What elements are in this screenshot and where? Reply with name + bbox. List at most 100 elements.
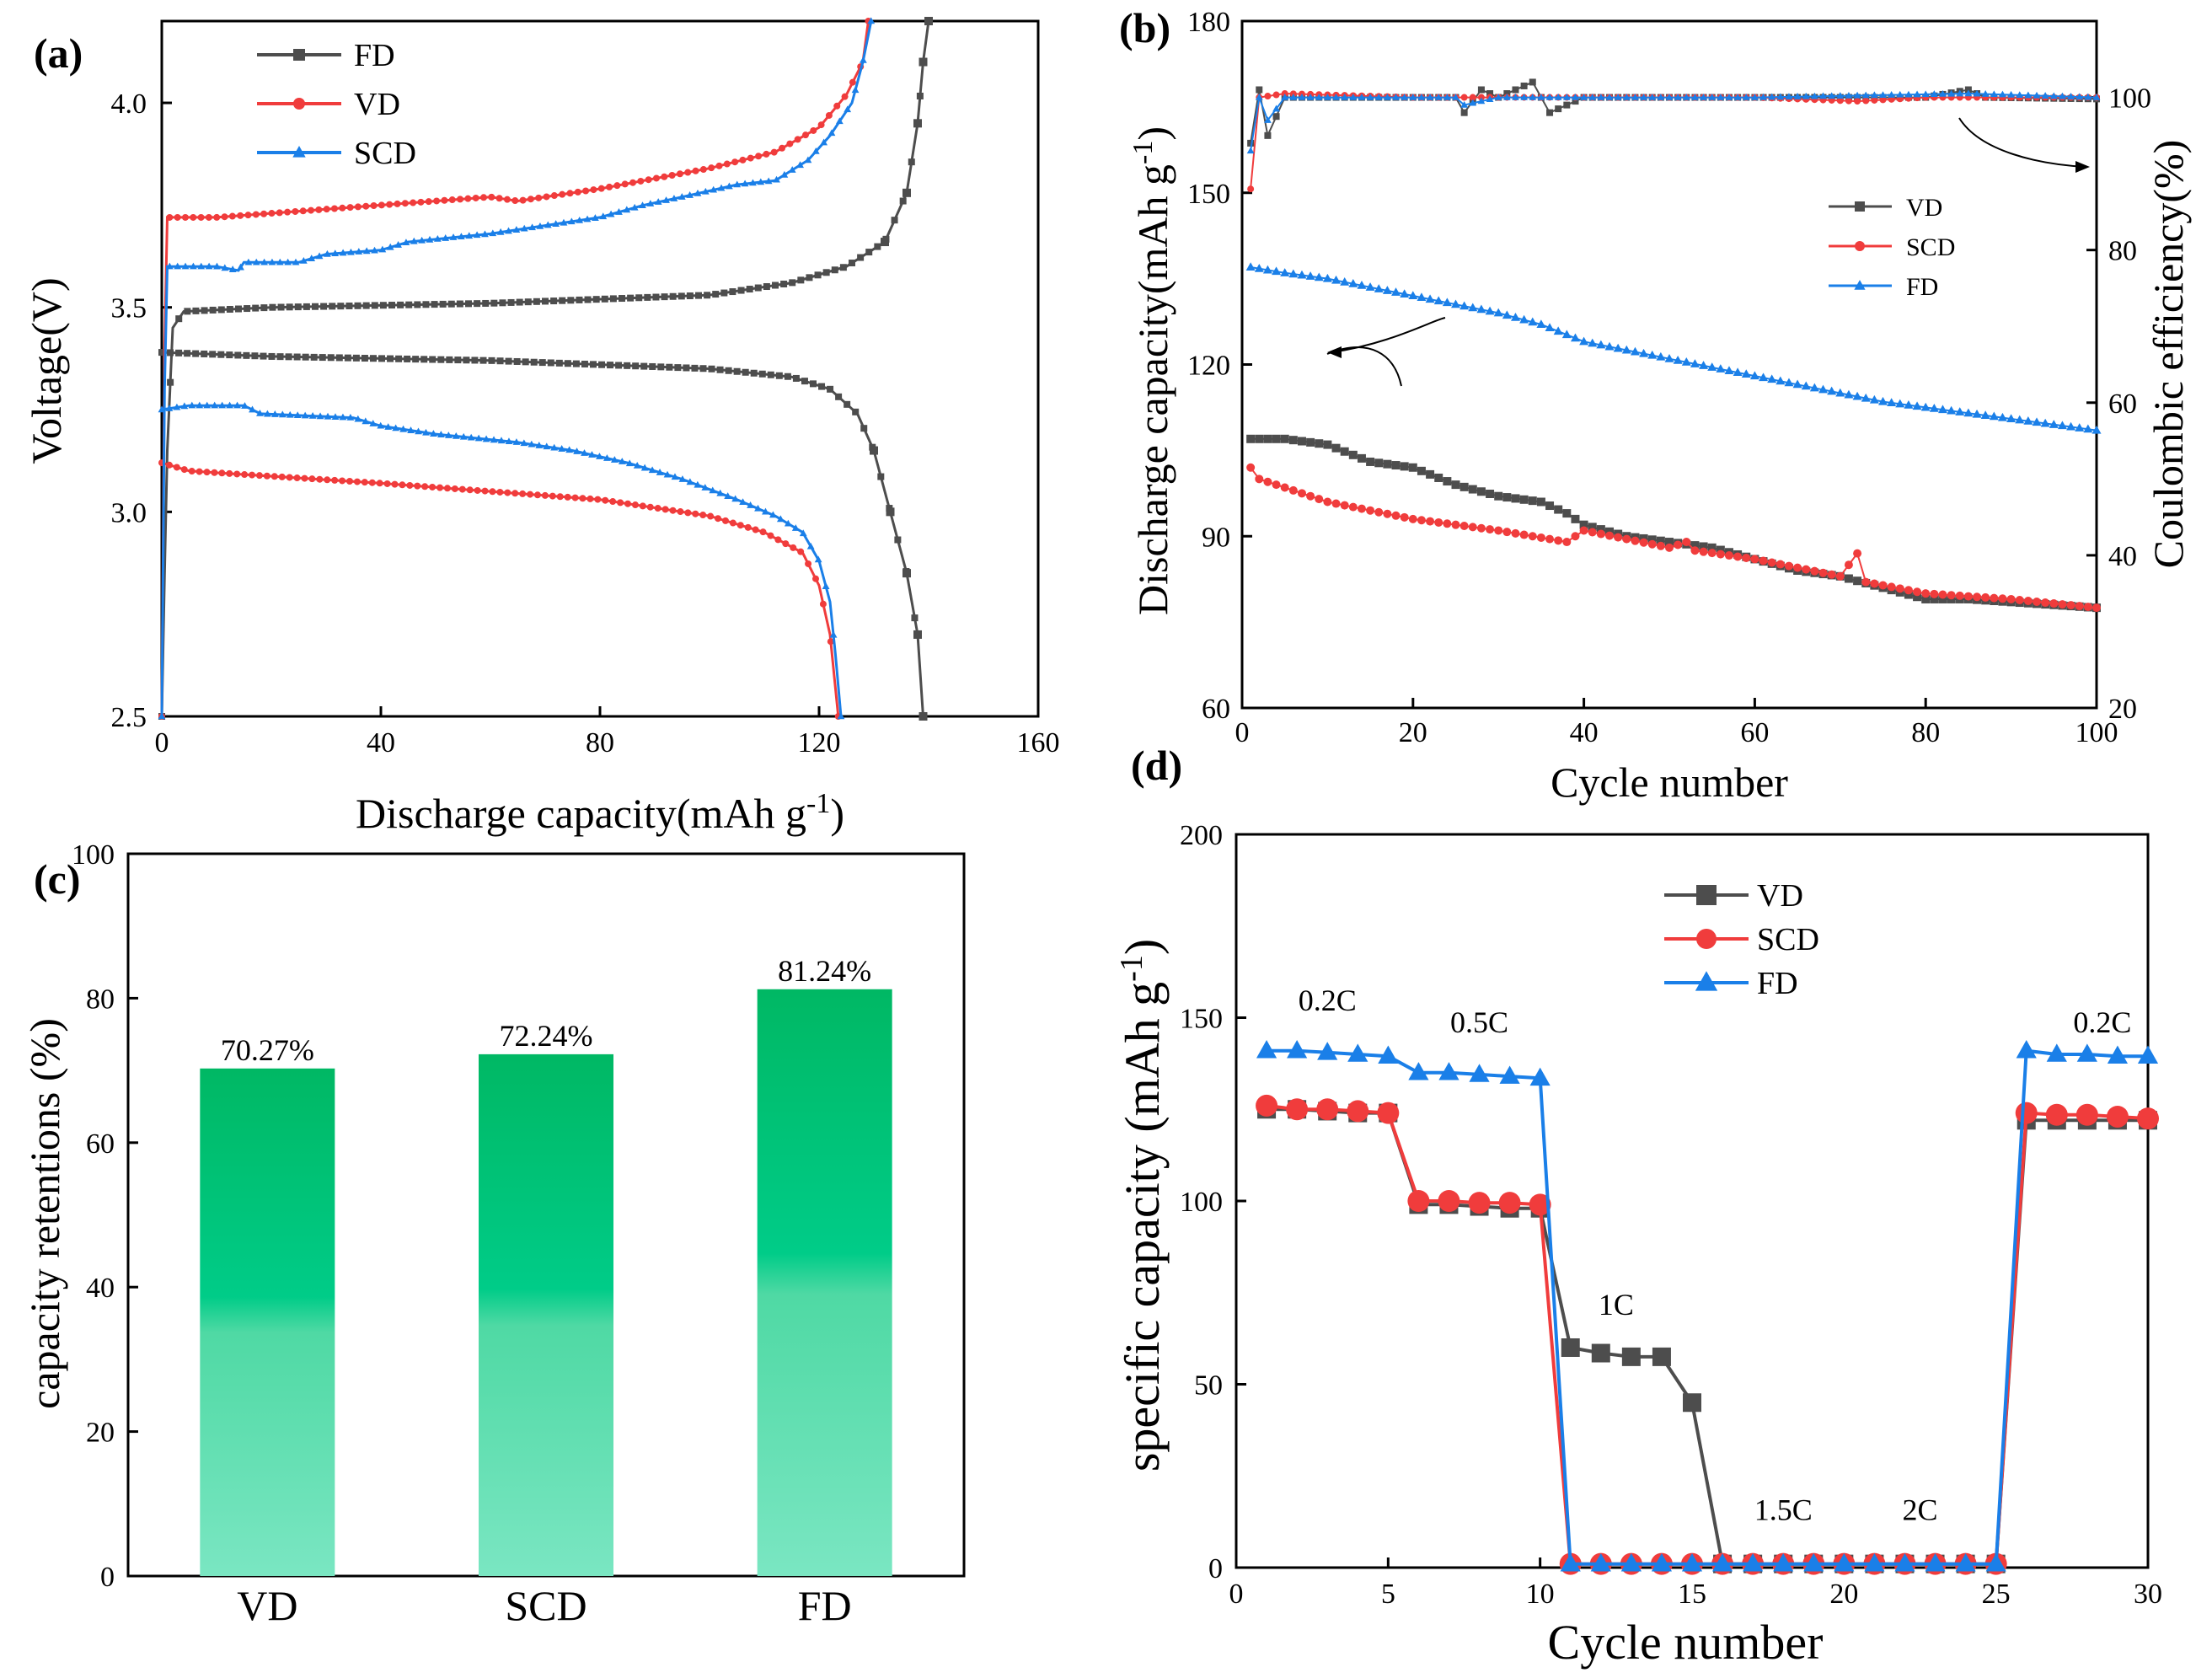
efficiency-marker-FD [1708,93,1717,100]
marker-SCD [780,170,789,178]
marker-SCD [701,187,710,195]
efficiency-marker-FD [1648,93,1657,100]
marker-FD [312,303,319,310]
capacity-marker-FD [1433,296,1443,305]
efficiency-marker-FD [2067,93,2075,99]
marker-SCD [543,442,551,450]
efficiency-marker-FD [1298,93,1306,100]
capacity-marker-FD [1741,369,1751,378]
capacity-marker-SCD [1400,512,1409,522]
marker-VD [376,480,383,487]
capacity-marker-SCD [1835,571,1845,581]
efficiency-marker-FD [1554,93,1562,100]
efficiency-marker-FD [1332,93,1340,100]
rate-marker-FD [1651,1553,1673,1572]
x-tick-label: VD [237,1582,297,1629]
efficiency-marker-FD [1759,93,1767,100]
y-tick-label: 200 [1180,820,1223,851]
efficiency-marker-FD [1896,90,1904,98]
capacity-marker-VD [1511,494,1520,503]
capacity-marker-FD [2015,415,2025,424]
capacity-marker-FD [1947,405,1957,415]
marker-FD [555,359,563,367]
marker-FD [886,507,895,517]
capacity-marker-FD [1733,367,1743,377]
marker-SCD [717,184,726,191]
rate-marker-FD [1560,1553,1581,1572]
efficiency-marker-FD [1494,93,1502,100]
capacity-marker-SCD [1246,463,1256,472]
capacity-marker-SCD [2006,594,2016,603]
marker-SCD [437,431,445,437]
marker-FD [285,353,292,361]
marker-VD [249,471,256,479]
efficiency-marker-FD [1529,93,1537,100]
legend-label-SCD: SCD [1906,233,1955,261]
marker-VD [503,196,511,203]
marker-VD [203,469,211,476]
capacity-marker-FD [1801,381,1811,390]
marker-VD [268,210,276,217]
marker-SCD [228,265,237,272]
marker-SCD [656,469,664,475]
rate-marker-SCD [1256,1094,1278,1117]
marker-SCD [592,214,599,221]
y2-tick-label: 100 [2108,83,2151,115]
marker-VD [233,470,241,478]
marker-VD [479,194,487,201]
marker-VD [805,560,812,567]
panel-d-ylabel-sup: -1 [1114,955,1149,982]
marker-FD [251,352,259,360]
marker-SCD [433,234,442,242]
marker-SCD [776,515,785,523]
capacity-marker-SCD [1297,489,1306,498]
marker-FD [674,364,682,372]
marker-SCD [402,239,410,246]
capacity-marker-SCD [1887,582,1896,592]
marker-SCD [286,410,294,418]
y-tick-label: 4.0 [111,88,147,120]
marker-VD [574,188,581,196]
capacity-marker-FD [1502,310,1512,319]
curve-SCD-discharge [161,404,843,717]
efficiency-marker-FD [1349,93,1358,100]
marker-FD [849,260,855,267]
marker-FD [894,536,902,544]
marker-VD [324,476,331,484]
marker-VD [190,213,197,221]
marker-SCD [188,401,196,409]
marker-SCD [324,249,331,257]
capacity-marker-SCD [2083,603,2092,612]
marker-FD [201,350,208,357]
x-tick-label: 15 [1678,1579,1706,1610]
efficiency-marker-FD [2041,92,2049,99]
marker-VD [699,512,707,519]
efficiency-marker-FD [2049,92,2058,99]
capacity-marker-VD [1554,505,1563,514]
capacity-marker-FD [1852,391,1862,400]
marker-SCD [394,241,402,248]
efficiency-marker-FD [1751,93,1759,100]
rate-line-FD [1267,1048,2148,1566]
capacity-marker-FD [1699,361,1709,369]
capacity-marker-VD [1323,440,1332,449]
y-tick-label: 0 [1208,1553,1223,1584]
y-tick-label: 90 [1202,522,1230,553]
marker-SCD [716,489,725,496]
marker-SCD [505,437,513,445]
marker-FD [635,294,643,302]
marker-VD [566,190,574,197]
y-tick-label: 80 [86,984,115,1015]
rate-marker-FD [1894,1553,1915,1572]
capacity-marker-FD [1955,407,1965,415]
marker-SCD [512,438,521,445]
rate-marker-FD [1681,1553,1703,1572]
panel-d-frame [1235,833,2150,1569]
marker-SCD [607,210,615,217]
efficiency-marker-FD [1246,147,1255,154]
capacity-marker-FD [1519,314,1529,324]
x-tick-label: 160 [1017,727,1060,759]
marker-VD [241,471,249,479]
marker-FD [725,367,732,374]
marker-FD [319,354,326,362]
